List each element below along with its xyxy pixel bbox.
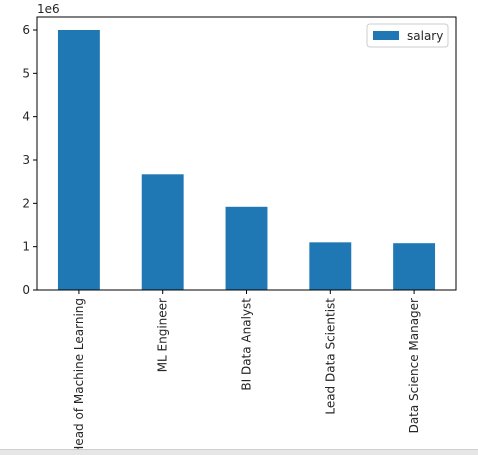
legend-frame <box>366 23 449 48</box>
bar-4 <box>309 242 352 290</box>
y-tick-label: 2 <box>22 196 30 210</box>
x-tick-label: Lead Data Scientist <box>323 298 337 415</box>
legend-swatch <box>373 31 399 40</box>
legend-label-salary: salary <box>407 29 443 43</box>
scrollbar-track <box>0 449 478 455</box>
y-tick-label: 6 <box>22 23 30 37</box>
x-tick-label: BI Data Analyst <box>240 298 254 391</box>
plot-frame <box>36 16 457 291</box>
x-tick-label: Head of Machine Learning <box>72 298 86 454</box>
x-axis: Head of Machine Learning ML Engineer BI Da… <box>72 290 421 454</box>
y-axis: 0 1 2 3 4 5 6 <box>22 23 37 297</box>
x-tick-label: ML Engineer <box>156 298 170 372</box>
y-tick-label: 0 <box>22 283 30 297</box>
y-tick-label: 5 <box>22 66 30 80</box>
bar-1 <box>57 30 100 290</box>
bar-2 <box>141 174 184 290</box>
bar-3 <box>225 206 268 290</box>
legend: salary <box>366 23 449 48</box>
y-tick-label: 1 <box>22 240 30 254</box>
y-tick-label: 4 <box>22 110 30 124</box>
y-exponent-label: 1e6 <box>37 2 60 16</box>
bars-group <box>57 30 436 290</box>
x-tick-label: Data Science Manager <box>407 298 421 433</box>
bar-5 <box>393 243 436 290</box>
y-tick-label: 3 <box>22 153 30 167</box>
